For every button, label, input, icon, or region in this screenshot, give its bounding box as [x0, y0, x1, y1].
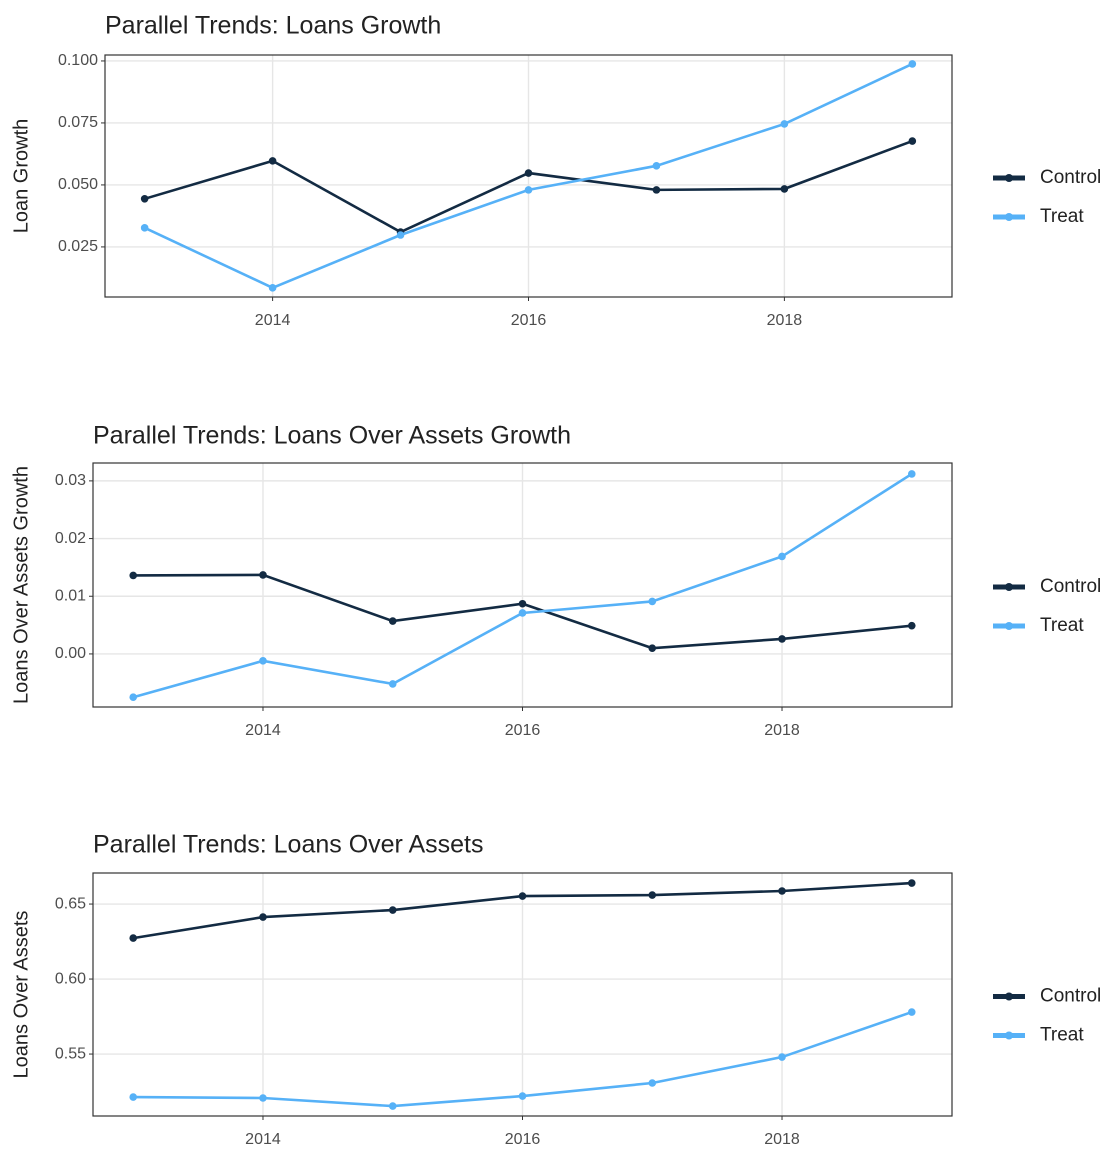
y-tick-label: 0.025: [58, 238, 98, 255]
y-tick-label: 0.050: [58, 176, 98, 193]
point: [780, 185, 789, 193]
legend-key-point: [1005, 1031, 1013, 1040]
plot-border: [104, 54, 953, 298]
y-tick-label: 0.55: [55, 1045, 86, 1062]
point: [652, 162, 661, 170]
y-tick-label: 0.00: [55, 645, 86, 662]
y-tick-label: 0.075: [58, 114, 98, 131]
x-tick-label: 2018: [764, 722, 800, 739]
point: [908, 137, 917, 145]
point: [388, 680, 397, 688]
y-axis-label: Loan Growth: [10, 119, 32, 234]
point: [129, 1093, 138, 1101]
legend-label: Treat: [1040, 206, 1084, 227]
legend-key-point: [1005, 583, 1013, 591]
point: [140, 195, 149, 203]
point: [259, 657, 267, 665]
point: [907, 879, 916, 887]
panel: 0.55 0.60 0.65 2014 2016 2018 Control Treat Para…: [10, 831, 1101, 1149]
legend-label: Control: [1040, 986, 1101, 1007]
x-tick-label: 2016: [505, 722, 541, 739]
legend-key-point: [1005, 622, 1013, 630]
point: [259, 571, 267, 579]
x-tick-label: 2016: [511, 312, 547, 329]
point: [518, 892, 527, 900]
x-tick-label: 2018: [767, 312, 803, 329]
point: [259, 913, 267, 921]
point: [907, 621, 916, 630]
y-axis-label: Loans Over Assets: [10, 911, 32, 1079]
legend-key-point: [1005, 213, 1013, 221]
y-tick-label: 0.60: [55, 970, 86, 987]
point: [388, 1102, 397, 1110]
point: [648, 1079, 657, 1087]
point: [129, 934, 138, 942]
point: [778, 1053, 786, 1061]
point: [778, 887, 786, 895]
y-tick-label: 0.65: [55, 895, 86, 912]
point: [268, 284, 277, 292]
point: [140, 224, 149, 232]
y-tick-label: 0.03: [55, 472, 86, 489]
plot-border: [92, 872, 953, 1117]
x-tick-label: 2014: [245, 722, 281, 739]
chart-title: Parallel Trends: Loans Over Assets: [93, 831, 483, 859]
point: [908, 60, 917, 68]
x-tick-label: 2016: [505, 1131, 541, 1148]
legend-key-point: [1005, 174, 1013, 182]
point: [518, 1092, 527, 1100]
legend-label: Control: [1040, 167, 1101, 188]
panel: 0.00 0.01 0.02 0.03 2014 2016 2018 Control Treat…: [10, 422, 1101, 740]
point: [778, 635, 786, 643]
chart-title: Parallel Trends: Loans Growth: [105, 12, 441, 40]
legend-label: Treat: [1040, 615, 1084, 636]
x-tick-label: 2018: [764, 1131, 800, 1148]
point: [780, 120, 789, 128]
panel: 0.025 0.050 0.075 0.100 2014 2016 2018 Control T…: [10, 12, 1101, 330]
point: [778, 552, 786, 561]
point: [648, 891, 657, 899]
point: [524, 169, 533, 177]
point: [648, 597, 657, 606]
y-tick-label: 0.01: [55, 587, 86, 604]
point: [129, 693, 138, 701]
legend-key-point: [1005, 992, 1013, 1001]
point: [648, 644, 657, 652]
y-tick-label: 0.100: [58, 52, 98, 69]
point: [652, 186, 661, 194]
point: [518, 609, 527, 617]
point: [907, 1008, 916, 1016]
point: [518, 599, 527, 608]
point: [524, 186, 533, 194]
point: [388, 906, 397, 914]
point: [129, 571, 138, 580]
point: [388, 617, 397, 625]
x-tick-label: 2014: [255, 312, 291, 329]
legend-label: Control: [1040, 576, 1101, 597]
x-tick-label: 2014: [245, 1131, 281, 1148]
chart-title: Parallel Trends: Loans Over Assets Growt…: [93, 422, 571, 450]
plot-border: [92, 462, 953, 708]
y-tick-label: 0.02: [55, 530, 86, 547]
point: [396, 231, 405, 239]
y-axis-label: Loans Over Assets Growth: [10, 466, 32, 704]
point: [259, 1094, 267, 1102]
point: [268, 157, 277, 165]
point: [907, 470, 916, 478]
legend-label: Treat: [1040, 1025, 1084, 1046]
